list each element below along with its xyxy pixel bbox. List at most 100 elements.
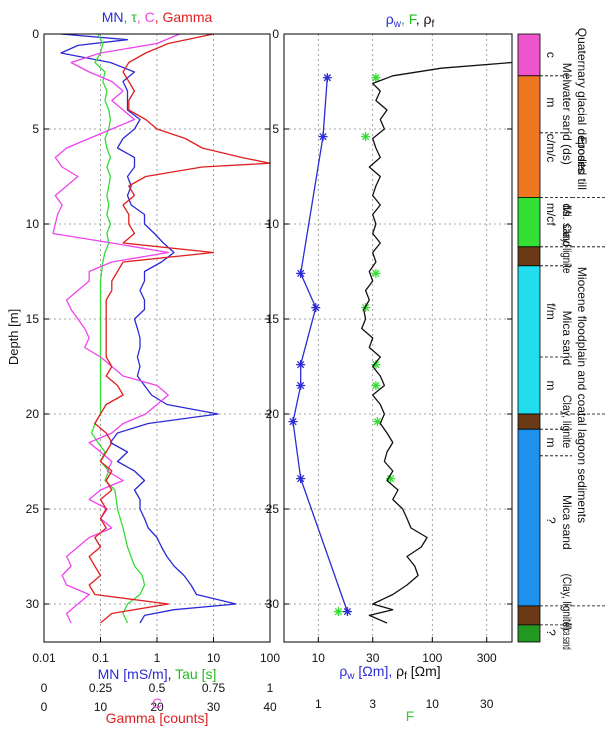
title-c: , C [137, 9, 155, 25]
y-tick-label: 15 [26, 312, 40, 326]
x-tick-label: 0 [41, 681, 48, 695]
x-tick-label: 0.5 [149, 681, 166, 695]
star-stroke [372, 360, 380, 369]
x-tick-label: 0.25 [89, 681, 113, 695]
xlabel-sep: , [168, 666, 176, 682]
right-xlabel-rho: ρw [Ωm], ρf [Ωm] [339, 663, 440, 682]
rho-w-point [311, 303, 321, 313]
left-xlabel-c: C [152, 695, 162, 711]
x-tick-label: 3 [369, 697, 376, 711]
star-stroke [334, 607, 343, 616]
left-xlabel-mn-tau: MN [mS/m], Tau [s] [98, 666, 217, 682]
left-grid [44, 33, 270, 642]
rho-w-point [296, 268, 306, 278]
strata-unit-label: Melwater sand (ds) [560, 63, 574, 165]
y-tick-label: 5 [272, 122, 279, 136]
x-tick-label: 100 [260, 651, 280, 665]
x-tick-label: 300 [477, 651, 497, 665]
strata-unit-label: ds [560, 203, 574, 216]
strata-unit-label: Clay, lignite [560, 224, 574, 274]
x-tick-label: 10 [207, 651, 221, 665]
rho-w-point [322, 73, 332, 83]
y-tick-label: 10 [26, 217, 40, 231]
strata-formation-label: Miocene floodplain and coatal lagoon sed… [575, 267, 589, 523]
strata-column: cmc/m/cm/cff/mmm??Melwater sand (ds)dsMi… [517, 28, 606, 650]
series-gamma-line [88, 33, 271, 624]
xlabel-rho-f: ρ [396, 663, 404, 679]
strata-unit-label: Mi. sand [560, 205, 574, 247]
series-rho-f-line [361, 61, 513, 624]
x-tick-label: 20 [150, 700, 164, 714]
star-stroke [323, 74, 331, 82]
star-stroke [361, 132, 370, 141]
f-point [371, 73, 381, 83]
strata-code: m [544, 97, 558, 107]
star-stroke [386, 474, 395, 483]
y-tick-label: 10 [266, 217, 280, 231]
left-y-ticks: 0 5 10 15 20 25 30 [26, 27, 270, 611]
x-tick-label: 0 [41, 700, 48, 714]
right-panel-title: ρw, F, ρf [386, 11, 435, 30]
xlabel-rho-w: ρ [339, 663, 347, 679]
y-tick-label: 15 [266, 312, 280, 326]
star-stroke [373, 417, 382, 426]
strata-layer [517, 624, 541, 643]
x-tick-label: 0.75 [202, 681, 226, 695]
right-plot-frame [283, 33, 513, 643]
rho-w-point [296, 360, 306, 370]
star-stroke [319, 132, 327, 141]
star-stroke [312, 303, 320, 312]
x-tick-label: 10 [426, 697, 440, 711]
star-stroke [372, 269, 380, 278]
y-tick-label: 20 [266, 407, 280, 421]
strata-formation-label: Eroded till [575, 137, 589, 190]
title-gamma: , Gamma [155, 9, 213, 25]
star-stroke [372, 74, 380, 82]
rho-w-point [296, 474, 306, 484]
y-tick-label: 30 [266, 597, 280, 611]
star-stroke [297, 360, 305, 369]
star-stroke [343, 607, 352, 616]
strata-layer [517, 196, 541, 248]
strata-code: m [544, 381, 558, 391]
left-xlabel-gamma: Gamma [counts] [106, 710, 209, 726]
series-c-line [52, 33, 180, 624]
x-tick-label: 0.1 [92, 651, 109, 665]
right-x-ticks: 10 30 100 300 1 3 10 30 [312, 637, 497, 711]
y-tick-label: 5 [32, 122, 39, 136]
series-mn-line [60, 33, 237, 624]
star-stroke [297, 381, 305, 390]
f-point [371, 381, 381, 390]
left-panel-title: MN, τ, C, Gamma [102, 9, 213, 25]
strata-layer [517, 265, 541, 415]
y-tick-label: 0 [32, 27, 39, 41]
y-tick-label: 0 [272, 27, 279, 41]
strata-layer [517, 33, 541, 77]
depth-axis-label: Depth [m] [6, 309, 21, 365]
f-point [361, 132, 371, 142]
rho-w-point [296, 381, 306, 390]
x-tick-label: 10 [312, 651, 326, 665]
strata-code: m/c [544, 203, 558, 222]
x-tick-label: 1 [315, 697, 322, 711]
strata-unit-label: Mica sand [560, 495, 574, 550]
xlabel-ohm1: [Ωm], [355, 663, 397, 679]
y-tick-label: 25 [266, 502, 280, 516]
xlabel-ohm2: [Ωm] [407, 663, 441, 679]
x-tick-label: 100 [422, 651, 442, 665]
title-f: , F [401, 11, 417, 27]
rho-w-point [342, 607, 352, 617]
y-tick-label: 25 [26, 502, 40, 516]
x-tick-label: 30 [366, 651, 380, 665]
right-y-ticks: 0 5 10 15 20 25 30 [266, 27, 512, 611]
strata-code: ? [544, 629, 558, 636]
strata-layer [517, 246, 541, 267]
right-grid [284, 33, 512, 642]
strata-layer [517, 75, 541, 198]
x-tick-label: 30 [480, 697, 494, 711]
strata-unit-label: Mica sand [560, 623, 574, 650]
x-tick-label: 10 [94, 700, 108, 714]
title-mn: MN [102, 9, 124, 25]
